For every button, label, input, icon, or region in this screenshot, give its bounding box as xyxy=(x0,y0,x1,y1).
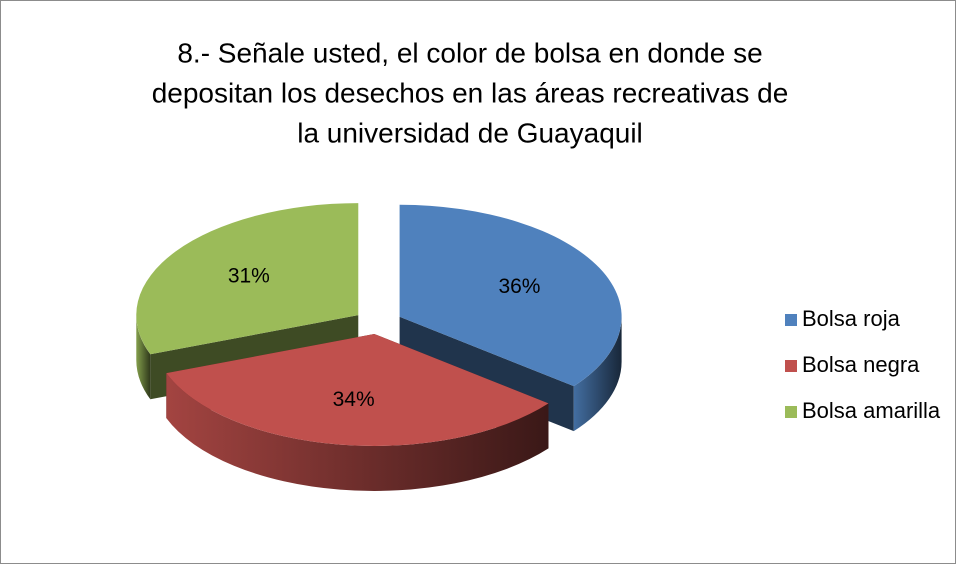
chart-title: la universidad de Guayaquil xyxy=(297,117,643,148)
slice xyxy=(166,333,549,446)
legend-swatch xyxy=(785,360,797,372)
chart-title: 8.- Señale usted, el color de bolsa en d… xyxy=(177,37,762,68)
legend-label: Bolsa amarilla xyxy=(802,398,941,423)
slice xyxy=(136,203,359,355)
slice-wall xyxy=(136,315,151,400)
legend-swatch xyxy=(785,406,797,418)
slice-wall xyxy=(166,373,549,491)
chart-title: depositan los desechos en las áreas recr… xyxy=(152,77,789,108)
legend-label: Bolsa roja xyxy=(802,306,901,331)
data-label: 36% xyxy=(498,275,540,298)
data-label: 34% xyxy=(333,388,375,411)
slice xyxy=(399,204,622,387)
slice-wall xyxy=(573,316,622,432)
data-label: 31% xyxy=(228,264,270,287)
legend-swatch xyxy=(785,314,797,326)
legend-label: Bolsa negra xyxy=(802,352,920,377)
